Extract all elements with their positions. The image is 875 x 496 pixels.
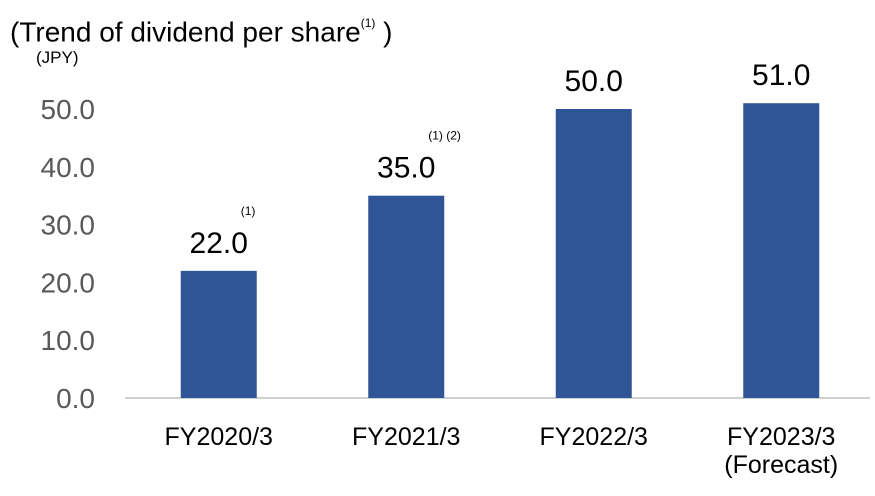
x-tick-label: FY2023/3 bbox=[727, 423, 835, 451]
data-label: 22.0 bbox=[190, 227, 248, 260]
footnote-marker: (1) (2) bbox=[428, 129, 461, 143]
y-tick-label: 50.0 bbox=[41, 94, 96, 125]
data-label: 35.0 bbox=[377, 152, 435, 185]
y-tick-label: 10.0 bbox=[41, 325, 96, 356]
bar bbox=[743, 103, 820, 398]
y-axis-unit: (JPY) bbox=[36, 48, 79, 67]
bar bbox=[180, 270, 257, 398]
y-tick-label: 30.0 bbox=[41, 210, 96, 241]
chart-title-text: (Trend of dividend per share bbox=[10, 16, 361, 48]
x-tick-label: FY2021/3 bbox=[352, 423, 460, 451]
y-tick-label: 40.0 bbox=[41, 152, 96, 183]
footnote-marker: (1) bbox=[241, 204, 256, 218]
chart-title-close: ) bbox=[375, 16, 393, 48]
y-tick-label: 0.0 bbox=[56, 383, 95, 414]
x-tick-label: FY2022/3 bbox=[540, 423, 648, 451]
chart-title-footnote: (1) bbox=[360, 16, 376, 30]
y-tick-label: 20.0 bbox=[41, 267, 96, 298]
data-label: 51.0 bbox=[752, 59, 810, 92]
data-label: 50.0 bbox=[565, 65, 623, 98]
chart-title: (Trend of dividend per share(1) ) bbox=[10, 10, 393, 49]
bar bbox=[368, 195, 445, 398]
x-tick-label: FY2020/3 bbox=[165, 423, 273, 451]
bar bbox=[555, 109, 632, 398]
x-tick-label: (Forecast) bbox=[724, 451, 838, 479]
